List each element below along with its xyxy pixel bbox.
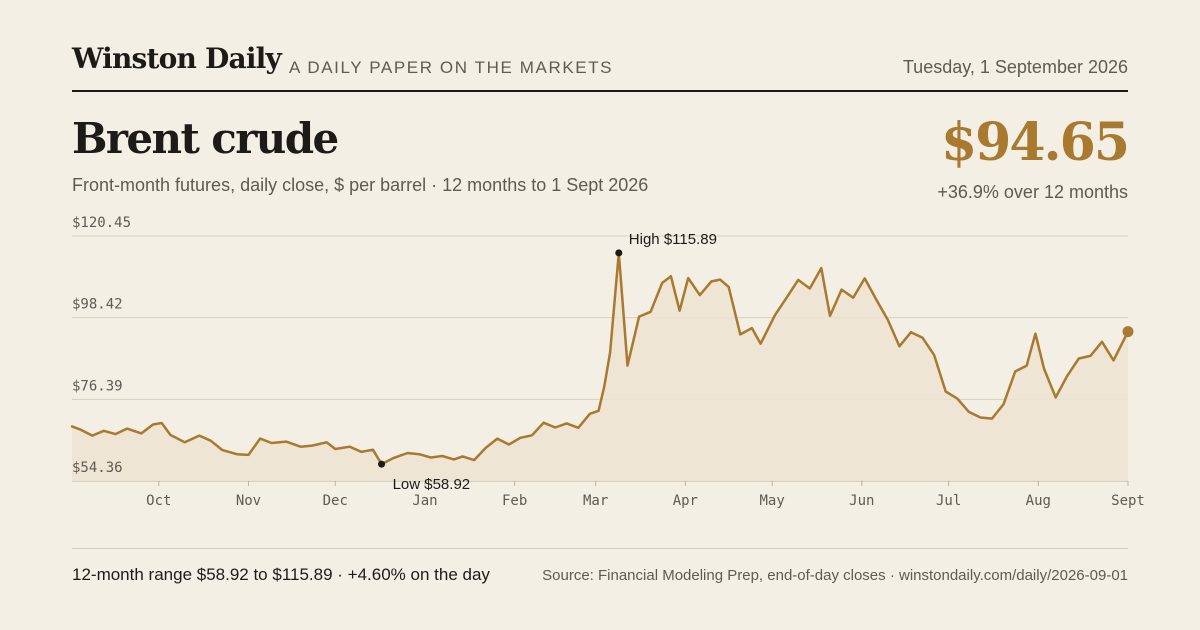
footer-divider: [72, 548, 1128, 549]
x-tick-label: Apr: [673, 493, 698, 509]
y-tick-label: $76.39: [72, 378, 123, 394]
x-tick-label: Feb: [502, 493, 527, 509]
low-marker: [378, 460, 386, 468]
chart-subtitle: Front-month futures, daily close, $ per …: [72, 175, 649, 195]
last-price-marker: [1122, 326, 1134, 338]
area-fill: [72, 252, 1128, 481]
latest-price: $94.65: [940, 112, 1130, 173]
x-tick-label: May: [759, 493, 784, 509]
axis-ticks: $54.36 $76.39 $98.42 $120.45 Oct Nov Dec Jan Feb…: [72, 215, 1145, 509]
x-tick-label: Jan: [412, 493, 437, 509]
range-summary: 12-month range $58.92 to $115.89 · +4.60…: [72, 565, 490, 584]
x-tick-label: Jun: [849, 493, 874, 509]
low-label: Low $58.92: [393, 476, 471, 493]
y-tick-label: $98.42: [72, 297, 123, 313]
publication-date: Tuesday, 1 September 2026: [902, 57, 1128, 77]
x-tick-label: Mar: [583, 493, 608, 509]
source-note: Source: Financial Modeling Prep, end-of-…: [542, 567, 1128, 584]
price-area: [72, 252, 1128, 481]
x-tick-label: Oct: [146, 493, 171, 509]
x-tick-label: Aug: [1026, 493, 1051, 509]
y-tick-label: $120.45: [72, 215, 131, 231]
y-tick-label: $54.36: [72, 460, 123, 476]
price-line-path: [70, 251, 1130, 466]
annotations: High $115.89 Low $58.92: [378, 231, 1134, 493]
brand-name: Winston Daily: [72, 42, 282, 75]
masthead: Winston Daily A DAILY PAPER ON THE MARKE…: [72, 40, 1128, 92]
price-change: +36.9% over 12 months: [937, 182, 1128, 202]
x-tick-label: Dec: [323, 493, 348, 509]
x-tick-label: Jul: [936, 493, 961, 509]
x-tick-label: Nov: [236, 493, 261, 509]
high-marker: [615, 249, 623, 257]
chart-title: Brent crude: [72, 114, 339, 163]
price-chart: $54.36 $76.39 $98.42 $120.45 Oct Nov Dec Jan Feb…: [70, 215, 1145, 509]
high-label: High $115.89: [629, 231, 717, 248]
price-line: [70, 251, 1130, 466]
tagline: A DAILY PAPER ON THE MARKETS: [289, 58, 614, 77]
x-tick-label: Sept: [1111, 493, 1145, 509]
